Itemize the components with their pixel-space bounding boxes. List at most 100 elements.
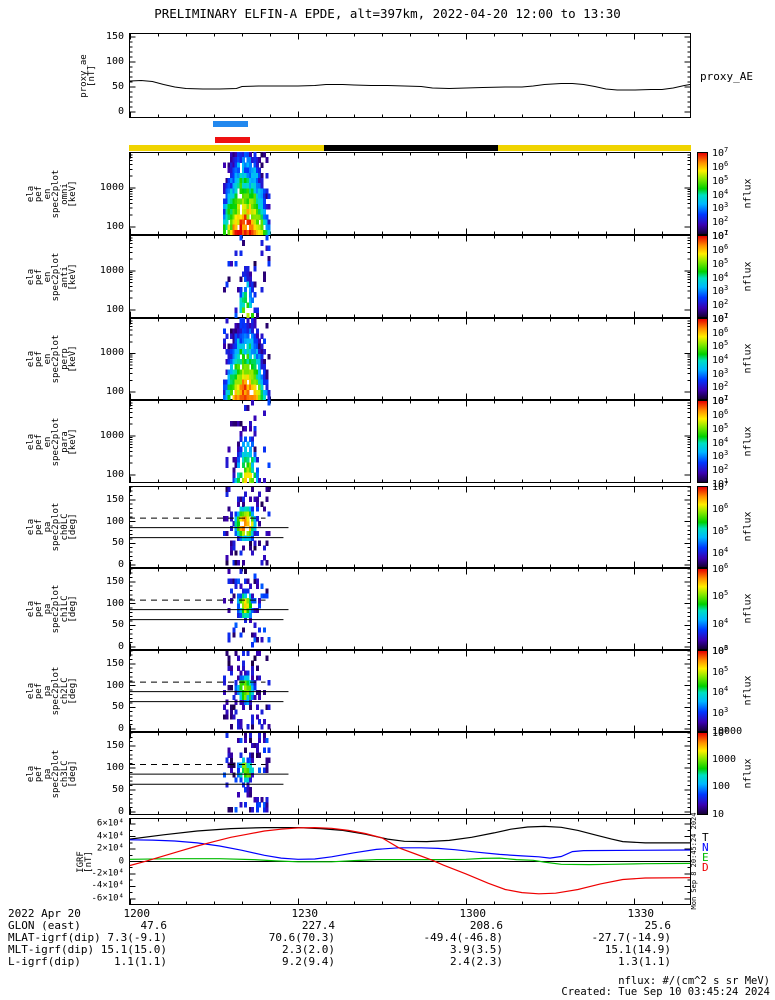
colorbar-tick: 107 (712, 311, 729, 326)
y-tick-label: 0 (117, 640, 124, 652)
proxy-ae-right-label: proxy_AE (700, 69, 753, 83)
annotation-value: 25.6 (644, 919, 672, 932)
science-zone-bar-red (215, 137, 251, 143)
colorbar-pa_ch2 (697, 650, 708, 732)
igrf-component-D: D (702, 861, 709, 874)
annotation-value: 1330 (627, 907, 655, 920)
colorbar-tick: 101 (712, 228, 729, 243)
y-tick-label: 50 (111, 701, 124, 713)
annotation-row-label: MLAT-igrf(dip) (8, 931, 101, 944)
annotation-value: 1.3(1.1) (618, 955, 671, 968)
ylabel-igrf: IGRF [nT] (75, 850, 95, 873)
colorbar-tick: 101 (712, 393, 729, 408)
y-tick-label: 100 (105, 468, 124, 480)
colorbar-units-label: nflux (742, 511, 754, 542)
annotation-value: 9.2(9.4) (282, 955, 335, 968)
colorbar-tick: 10 (712, 809, 725, 820)
colorbar-tick: 102 (712, 297, 729, 312)
panel-pa_ch3 (129, 732, 691, 815)
colorbar-units-label: nflux (742, 757, 754, 789)
y-tick-label: 100 (105, 679, 124, 691)
colorbar-pa_ch1 (697, 568, 708, 650)
y-tick-label: 0 (117, 805, 124, 817)
y-tick-label: 0 (117, 722, 124, 734)
y-tick-label: 150 (105, 31, 124, 42)
igrf-plot-timestamp: Mon Sep 8 20:45:24 2024 (690, 812, 698, 909)
annotation-row-label: GLON (east) (8, 919, 81, 932)
y-tick-label: 6×10⁴ (96, 818, 124, 829)
y-tick-label: 100 (105, 515, 124, 527)
colorbar-units-label: nflux (742, 593, 754, 624)
annotation-value: 1230 (291, 907, 319, 920)
annotation-value: 1300 (459, 907, 487, 920)
y-tick-label: 1000 (99, 429, 124, 441)
colorbar-tick: 101 (712, 476, 729, 491)
y-tick-label: 50 (111, 81, 124, 92)
y-tick-label: 50 (111, 783, 124, 795)
panel-proxy_ae (129, 33, 691, 118)
y-tick-label: 1000 (99, 181, 124, 193)
colorbar-tick: 101 (712, 311, 729, 326)
colorbar-tick: 103 (712, 284, 729, 298)
annotation-value: 47.6 (140, 919, 168, 932)
colorbar-tick: 103 (712, 449, 729, 463)
colorbar-tick: 105 (712, 664, 729, 678)
igrf-component-T: T (702, 831, 709, 844)
colorbar-tick: 106 (712, 325, 729, 339)
colorbar-tick: 106 (712, 561, 729, 576)
y-tick-label: 100 (105, 597, 124, 609)
y-tick-label: 100 (105, 385, 124, 397)
science-zone-bar-blue (213, 121, 249, 127)
y-tick-label: 1000 (99, 264, 124, 276)
y-tick-label: 150 (105, 657, 124, 669)
y-tick-label: 2×10⁴ (96, 843, 124, 854)
colorbar-tick: 107 (712, 479, 729, 494)
panel-pa_ch1 (129, 568, 691, 650)
colorbar-en_anti (697, 235, 708, 318)
panel-en_anti (129, 235, 691, 318)
y-tick-label: 150 (105, 493, 124, 505)
annotation-value: 227.4 (301, 919, 335, 932)
colorbar-tick: 103 (712, 201, 729, 215)
colorbar-tick: 104 (712, 187, 729, 201)
colorbar-units-label: nflux (742, 260, 754, 292)
y-tick-label: 0 (118, 856, 124, 866)
annotation-value: -27.7(-14.9) (591, 931, 671, 944)
panel-en_para (129, 400, 691, 483)
annotation-row-label: MLT-igrf(dip) (8, 943, 95, 956)
panel-pa_ch2 (129, 650, 691, 732)
colorbar-tick: 104 (712, 435, 729, 449)
annotation-value: 208.6 (469, 919, 503, 932)
colorbar-tick: 102 (712, 462, 729, 477)
colorbar-tick: 107 (712, 228, 729, 243)
colorbar-tick: 102 (712, 214, 729, 229)
colorbar-tick: 106 (712, 407, 729, 421)
colorbar-units-label: nflux (742, 343, 754, 374)
colorbar-tick: 106 (712, 643, 729, 658)
y-tick-label: 1000 (99, 347, 124, 359)
annotation-row-label: 2022 Apr 20 (8, 907, 81, 920)
colorbar-tick: 10000 (712, 726, 743, 737)
y-tick-label: 150 (105, 740, 124, 752)
colorbar-en_omni (697, 152, 708, 235)
y-tick-label: -6×10⁴ (91, 893, 124, 904)
colorbar-en_para (697, 400, 708, 483)
y-tick-label: 4×10⁴ (96, 831, 124, 842)
colorbar-tick: 102 (712, 380, 729, 394)
igrf-component-N: N (702, 841, 709, 854)
y-tick-label: -2×10⁴ (91, 868, 124, 879)
created-timestamp: Created: Tue Sep 10 03:45:24 2024 (561, 986, 770, 998)
colorbar-units-label: nflux (742, 425, 754, 457)
colorbar-tick: 103 (712, 366, 729, 380)
colorbar-tick: 103 (712, 705, 729, 719)
colorbar-tick: 100 (712, 781, 731, 793)
colorbar-pa_ch0 (697, 486, 708, 568)
annotation-value: 2.3(2.0) (282, 943, 335, 956)
y-tick-label: 150 (105, 575, 124, 587)
panel-en_perp (129, 318, 691, 400)
y-tick-label: 0 (117, 106, 124, 117)
annotation-value: 15.1(14.9) (604, 943, 671, 956)
status-bar-dark-segment (324, 145, 498, 151)
colorbar-tick: 105 (712, 339, 729, 353)
